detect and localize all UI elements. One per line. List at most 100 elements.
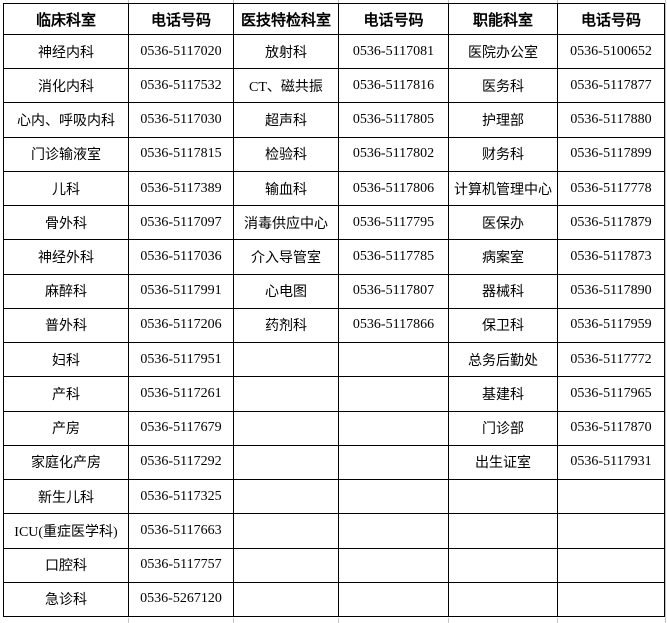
table-row: 普外科 0536-5117206 药剂科 0536-5117866 保卫科 0536-51… — [3, 307, 665, 344]
department-cell: 产房 — [3, 410, 129, 446]
department-cell: 儿科 — [3, 170, 129, 207]
table-row: 口腔科 0536-5117757 — [3, 547, 665, 583]
phone-cell: 0536-5117899 — [557, 136, 665, 172]
gridline-stub — [448, 0, 449, 3]
phone-cell: 0536-5117097 — [128, 205, 234, 241]
department-cell: 出生证室 — [448, 444, 558, 481]
phone-cell — [338, 342, 449, 378]
phone-cell: 0536-5117873 — [557, 239, 665, 275]
phone-cell: 0536-5117532 — [128, 68, 234, 104]
department-cell — [233, 342, 339, 378]
column-header-phone-number-1: 电话号码 — [128, 3, 234, 35]
phone-cell — [338, 376, 449, 412]
department-cell: 病案室 — [448, 239, 558, 275]
department-cell: 心内、呼吸内科 — [3, 102, 129, 138]
department-cell: CT、磁共振 — [233, 68, 339, 104]
department-cell: 门诊输液室 — [3, 136, 129, 172]
department-cell: 神经外科 — [3, 239, 129, 275]
table-row: ICU(重症医学科) 0536-5117663 — [3, 513, 665, 549]
department-cell: 护理部 — [448, 102, 558, 138]
phone-cell: 0536-5117866 — [338, 307, 449, 344]
table-row: 产科 0536-5117261 基建科 0536-5117965 — [3, 376, 665, 412]
department-cell — [233, 376, 339, 412]
phone-cell — [338, 581, 449, 618]
table-row: 心内、呼吸内科 0536-5117030 超声科 0536-5117805 护理部 053… — [3, 102, 665, 138]
department-cell — [233, 581, 339, 618]
column-header-functional-departments: 职能科室 — [448, 3, 558, 35]
gridline-stub — [233, 0, 234, 3]
department-cell: 神经内科 — [3, 33, 129, 70]
phone-cell: 0536-5117081 — [338, 33, 449, 70]
department-cell: 产科 — [3, 376, 129, 412]
department-cell: 输血科 — [233, 170, 339, 207]
phone-cell: 0536-5117325 — [128, 479, 234, 515]
table-row: 神经外科 0536-5117036 介入导管室 0536-5117785 病案室 0536… — [3, 239, 665, 275]
phone-cell: 0536-5117815 — [128, 136, 234, 172]
table-row: 家庭化产房 0536-5117292 出生证室 0536-5117931 — [3, 444, 665, 481]
phone-cell: 0536-5117036 — [128, 239, 234, 275]
department-cell — [448, 479, 558, 515]
phone-cell — [557, 581, 665, 618]
table-row: 门诊输液室 0536-5117815 检验科 0536-5117802 财务科 0536-… — [3, 136, 665, 172]
table-row: 儿科 0536-5117389 输血科 0536-5117806 计算机管理中心 0536… — [3, 170, 665, 207]
department-cell: 骨外科 — [3, 205, 129, 241]
gridline-stub — [557, 0, 558, 3]
phone-cell: 0536-5117772 — [557, 342, 665, 378]
phone-cell: 0536-5100652 — [557, 33, 665, 70]
gridline-stub — [128, 0, 129, 3]
phone-cell: 0536-5117807 — [338, 273, 449, 309]
phone-cell: 0536-5117991 — [128, 273, 234, 309]
column-header-phone-number-2: 电话号码 — [338, 3, 449, 35]
table-row: 新生儿科 0536-5117325 — [3, 479, 665, 515]
department-cell: 麻醉科 — [3, 273, 129, 309]
phone-cell — [338, 444, 449, 481]
department-cell — [448, 513, 558, 549]
header-row: 临床科室 电话号码 医技特检科室 电话号码 职能科室 电话号码 — [3, 3, 665, 35]
gridline-stub — [557, 618, 558, 623]
phone-cell — [338, 479, 449, 515]
department-cell: 消毒供应中心 — [233, 205, 339, 241]
gridline-stub — [665, 0, 666, 623]
department-cell: 普外科 — [3, 307, 129, 344]
phone-cell: 0536-5117965 — [557, 376, 665, 412]
gridline-stub — [338, 0, 339, 3]
department-cell: 消化内科 — [3, 68, 129, 104]
phone-cell: 0536-5117870 — [557, 410, 665, 446]
department-cell — [233, 479, 339, 515]
table-row: 骨外科 0536-5117097 消毒供应中心 0536-5117795 医保办 0536… — [3, 205, 665, 241]
department-cell: 药剂科 — [233, 307, 339, 344]
phone-cell: 0536-5117931 — [557, 444, 665, 481]
phone-cell: 0536-5117890 — [557, 273, 665, 309]
table-header: 临床科室 电话号码 医技特检科室 电话号码 职能科室 电话号码 — [3, 3, 665, 35]
phone-cell — [557, 547, 665, 583]
department-cell: 超声科 — [233, 102, 339, 138]
column-header-clinical-departments: 临床科室 — [3, 3, 129, 35]
phone-cell: 0536-5117805 — [338, 102, 449, 138]
phone-cell: 0536-5117795 — [338, 205, 449, 241]
phone-cell: 0536-5117292 — [128, 444, 234, 481]
department-cell — [233, 547, 339, 583]
table-row: 麻醉科 0536-5117991 心电图 0536-5117807 器械科 0536-51… — [3, 273, 665, 309]
department-cell: 基建科 — [448, 376, 558, 412]
department-cell: 医务科 — [448, 68, 558, 104]
table-row: 妇科 0536-5117951 总务后勤处 0536-5117772 — [3, 342, 665, 378]
table-row: 神经内科 0536-5117020 放射科 0536-5117081 医院办公室 0536… — [3, 33, 665, 70]
department-cell — [448, 581, 558, 618]
department-cell — [448, 547, 558, 583]
phone-cell: 0536-5117806 — [338, 170, 449, 207]
phone-cell: 0536-5117030 — [128, 102, 234, 138]
phone-cell: 0536-5117757 — [128, 547, 234, 583]
gridline-stub — [128, 618, 129, 623]
table-body: 神经内科 0536-5117020 放射科 0536-5117081 医院办公室 0536… — [3, 33, 665, 618]
department-cell: 门诊部 — [448, 410, 558, 446]
department-cell: 总务后勤处 — [448, 342, 558, 378]
department-cell: 检验科 — [233, 136, 339, 172]
department-cell: 急诊科 — [3, 581, 129, 618]
phone-cell: 0536-5117802 — [338, 136, 449, 172]
department-cell — [233, 444, 339, 481]
phone-cell — [557, 479, 665, 515]
gridline-stub — [448, 618, 449, 623]
phone-cell: 0536-5117389 — [128, 170, 234, 207]
gridline-stub — [233, 618, 234, 623]
